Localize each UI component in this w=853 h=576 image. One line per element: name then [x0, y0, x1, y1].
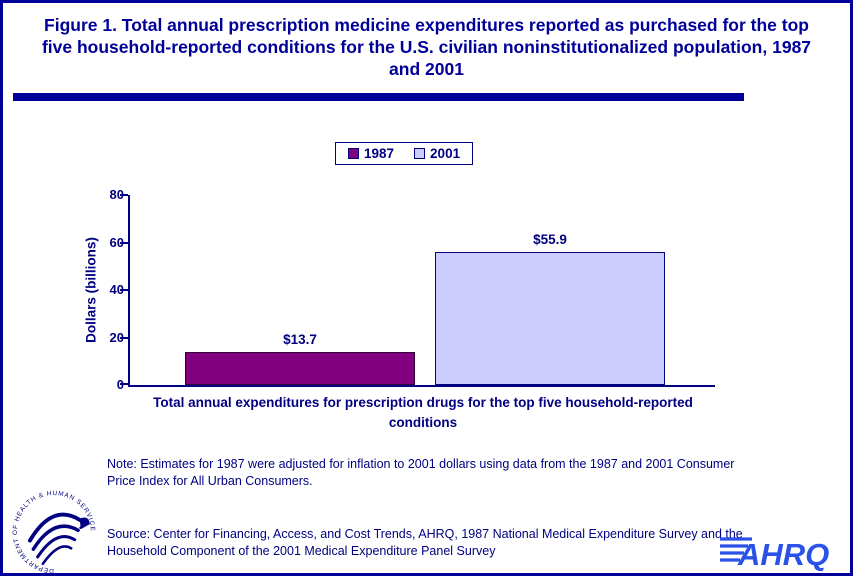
- y-tick-label-60: 60: [109, 234, 124, 250]
- legend-item-2001: 2001: [414, 146, 460, 161]
- bar-value-label-2001: $55.9: [533, 232, 567, 247]
- y-tick-label-80: 80: [109, 187, 124, 202]
- legend-label-2001: 2001: [430, 146, 461, 161]
- svg-text:DEPARTMENT OF HEALTH & HUMAN S: DEPARTMENT OF HEALTH & HUMAN SERVICES · …: [11, 489, 96, 574]
- bar-value-label-1987: $13.7: [283, 332, 317, 347]
- bar-2001: [435, 252, 665, 385]
- plot-area: 80 60 40 20 0 $13.7 $55.9: [110, 187, 715, 392]
- y-tick-mark: [120, 194, 128, 196]
- note-text: Note: Estimates for 1987 were adjusted f…: [107, 457, 735, 488]
- y-tick-label-40: 40: [109, 282, 124, 297]
- bar-group-1987: $13.7: [185, 332, 415, 385]
- ahrq-logo: AHRQ: [720, 537, 829, 572]
- bar-group-2001: $55.9: [435, 232, 665, 385]
- y-tick-mark: [120, 241, 128, 244]
- y-tick-label-20: 20: [109, 329, 124, 345]
- ahrq-stripes-icon: [720, 537, 752, 562]
- legend-swatch-1987: [348, 148, 359, 159]
- hhs-logo: DEPARTMENT OF HEALTH & HUMAN SERVICES · …: [11, 489, 96, 574]
- source-text: Source: Center for Financing, Access, an…: [107, 527, 743, 558]
- hhs-circle-text: DEPARTMENT OF HEALTH & HUMAN SERVICES · …: [11, 489, 95, 573]
- chart-legend: 1987 2001: [335, 142, 474, 165]
- title-divider-rule: [13, 93, 744, 101]
- y-axis-title: Dollars (billions): [83, 237, 99, 343]
- y-tick-label-0: 0: [116, 377, 124, 392]
- y-tick-mark: [120, 289, 128, 291]
- hhs-eagle-icon: [27, 512, 90, 566]
- legend-item-1987: 1987: [348, 146, 394, 161]
- y-tick-mark: [120, 336, 128, 339]
- legend-label-1987: 1987: [364, 146, 395, 161]
- bar-1987: [185, 352, 415, 385]
- x-axis-title: Total annual expenditures for prescripti…: [153, 395, 693, 431]
- ahrq-logo-text: AHRQ: [737, 537, 829, 572]
- figure-title: Figure 1. Total annual prescription medi…: [41, 15, 812, 79]
- y-tick-mark: [120, 383, 128, 385]
- legend-swatch-2001: [414, 148, 426, 159]
